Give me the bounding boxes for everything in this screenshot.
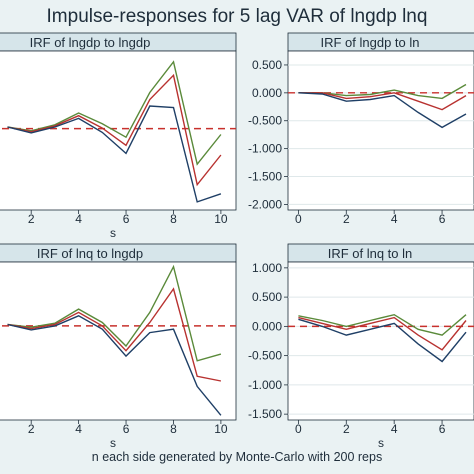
y-tick-label: 0.500 (252, 58, 282, 72)
x-tick-label: 0 (295, 422, 302, 436)
plot-area (287, 261, 474, 421)
y-tick-label: -0.500 (248, 349, 282, 363)
y-tick-label: 0.000 (252, 319, 282, 333)
plot-lines (288, 313, 474, 363)
x-tick-label: 8 (170, 212, 177, 226)
plot-area (287, 50, 474, 211)
panel-title: IRF of lngdp to ln (321, 35, 420, 50)
y-tick-label: 1.000 (252, 261, 282, 275)
panel-title: IRF of lnq to lngdp (37, 246, 143, 261)
x-tick-label: 2 (343, 422, 350, 436)
upper-band-line (7, 60, 222, 166)
x-tick-label: 4 (75, 422, 82, 436)
x-tick-label: 10 (214, 422, 228, 436)
panel-2: IRF of lngdp to ln 0.500 0.000 -0.500 -1.000… (248, 32, 474, 226)
x-tick-label: 10 (214, 212, 228, 226)
x-tick-label: 2 (28, 212, 35, 226)
x-tick-label: 6 (123, 212, 130, 226)
x-axis-label: s (110, 226, 116, 240)
upper-band-line (298, 313, 467, 336)
panel-title: IRF of lngdp to lngdp (30, 35, 151, 50)
plot-lines (0, 60, 236, 203)
y-tick-label: 0.000 (252, 86, 282, 100)
x-axis-label: s (110, 436, 116, 450)
panel-1: IRF of lngdp to lngdp 2 4 6 8 10 s (0, 32, 237, 240)
x-axis-label: s (378, 436, 384, 450)
chart-title: Impulse-responses for 5 lag VAR of lngdp… (46, 6, 428, 27)
irf-line (7, 287, 222, 382)
lower-band-line (298, 318, 467, 363)
y-tick-label: 0.500 (252, 290, 282, 304)
x-tick-label: 2 (28, 422, 35, 436)
y-tick-label: -1.000 (248, 378, 282, 392)
x-tick-label: 4 (75, 212, 82, 226)
panel-3: IRF of lnq to lngdp 2 4 6 8 10 s (0, 243, 237, 450)
panel-4: IRF of lnq to ln 1.000 0.500 0.000 -0.500 -1.… (248, 243, 474, 450)
plot-lines (0, 264, 236, 416)
x-tick-label: 4 (391, 422, 398, 436)
y-tick-label: -2.000 (248, 197, 282, 211)
y-tick-label: -0.500 (248, 114, 282, 128)
x-tick-label: 6 (123, 422, 130, 436)
plot-lines (288, 83, 474, 129)
x-tick-label: 6 (439, 212, 446, 226)
x-tick-label: 2 (343, 212, 350, 226)
x-tick-label: 0 (295, 212, 302, 226)
panel-title: IRF of lnq to ln (328, 246, 413, 261)
upper-band-line (7, 264, 222, 362)
x-tick-label: 4 (391, 212, 398, 226)
irf-line (298, 316, 467, 351)
irf-line (298, 92, 467, 111)
lower-band-line (7, 105, 222, 203)
x-tick-label: 6 (439, 422, 446, 436)
y-tick-label: -1.500 (248, 170, 282, 184)
plot-area (0, 261, 237, 421)
lower-band-line (7, 315, 222, 416)
footer-note: n each side generated by Monte-Carlo wit… (91, 450, 383, 464)
y-tick-label: -1.500 (248, 407, 282, 421)
y-tick-label: -1.000 (248, 142, 282, 156)
x-tick-label: 8 (170, 422, 177, 436)
irf-line (7, 73, 222, 187)
lower-band-line (298, 92, 467, 129)
